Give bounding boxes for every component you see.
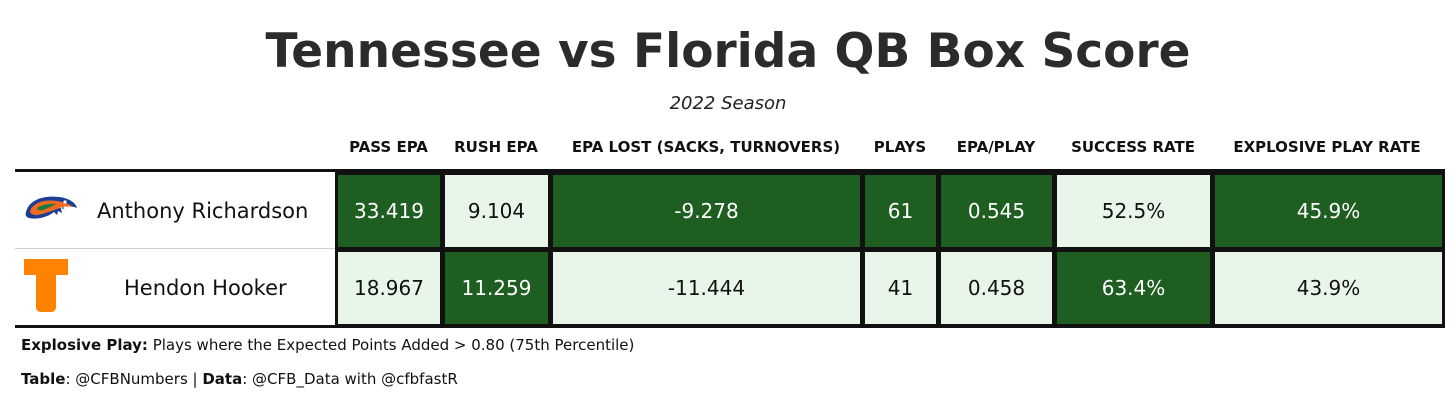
table-row-player-hooker: Hendon Hooker <box>15 249 335 326</box>
player-name: Anthony Richardson <box>97 199 309 223</box>
cell-r1-pass-epa: 33.419 <box>335 172 443 250</box>
cell-r1-plays: 61 <box>862 172 939 250</box>
cell-r2-epa-per-play: 0.458 <box>938 249 1055 327</box>
col-head-rush-epa: RUSH EPA <box>454 138 538 156</box>
source-footnote: Table: @CFBNumbers | Data: @CFB_Data wit… <box>21 370 458 388</box>
cell-r1-epa-per-play: 0.545 <box>938 172 1055 250</box>
table-row-divider <box>15 248 335 249</box>
col-head-pass-epa: PASS EPA <box>349 138 428 156</box>
explosive-play-label: Explosive Play: <box>21 336 148 354</box>
col-head-success-rate: SUCCESS RATE <box>1071 138 1195 156</box>
explosive-play-footnote: Explosive Play: Plays where the Expected… <box>21 336 634 354</box>
cell-r2-explosive-rate: 43.9% <box>1212 249 1445 327</box>
cell-r1-explosive-rate: 45.9% <box>1212 172 1445 250</box>
table-row-player-richardson: Anthony Richardson <box>15 172 335 249</box>
cell-r2-success-rate: 63.4% <box>1054 249 1213 327</box>
cell-r1-success-rate: 52.5% <box>1054 172 1213 250</box>
col-head-plays: PLAYS <box>873 138 927 156</box>
table-subtitle: 2022 Season <box>669 93 787 114</box>
data-credit-text: : @CFB_Data with @cfbfastR <box>242 370 458 388</box>
florida-gators-logo-icon <box>25 196 77 219</box>
explosive-play-text: Plays where the Expected Points Added > … <box>147 336 635 354</box>
player-name: Hendon Hooker <box>124 276 287 300</box>
cell-r2-plays: 41 <box>862 249 939 327</box>
cell-r2-epa-lost: -11.444 <box>550 249 863 327</box>
table-credit-text: : @CFBNumbers | <box>65 370 203 388</box>
data-credit-label: Data <box>202 370 243 388</box>
table-credit-label: Table <box>21 370 66 388</box>
tennessee-power-t-logo-icon <box>24 259 68 312</box>
col-head-epa-lost: EPA LOST (SACKS, TURNOVERS) <box>571 138 841 156</box>
table-bottom-rule <box>15 325 1445 328</box>
cell-r2-pass-epa: 18.967 <box>335 249 443 327</box>
cell-r2-rush-epa: 11.259 <box>442 249 551 327</box>
col-head-explosive-play-rate: EXPLOSIVE PLAY RATE <box>1233 138 1421 156</box>
cell-r1-epa-lost: -9.278 <box>550 172 863 250</box>
col-head-epa-per-play: EPA/PLAY <box>956 138 1036 156</box>
table-title: Tennessee vs Florida QB Box Score <box>265 24 1191 79</box>
cell-r1-rush-epa: 9.104 <box>442 172 551 250</box>
table-top-rule <box>15 169 1445 172</box>
